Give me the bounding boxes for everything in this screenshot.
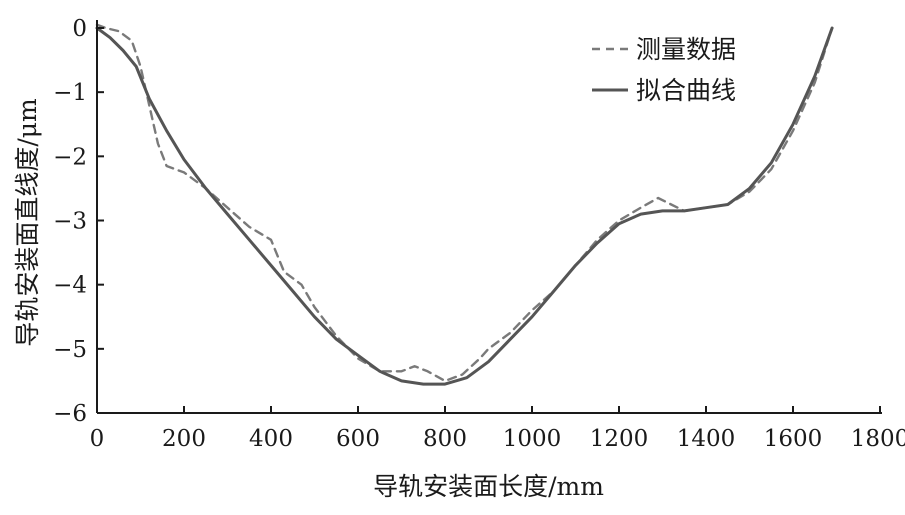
y-tick-label: −2 (53, 144, 87, 170)
x-tick-label: 800 (423, 426, 467, 452)
plot-area (95, 23, 834, 386)
x-tick-label: 1000 (503, 426, 562, 452)
x-tick-label: 1600 (764, 426, 823, 452)
legend-label-measured: 测量数据 (636, 35, 736, 64)
series-fitted-line (95, 26, 834, 386)
x-tick-label: 1800 (851, 426, 905, 452)
y-tick-label: 0 (72, 16, 87, 42)
x-tick-label: 600 (336, 426, 380, 452)
x-tick-label: 200 (162, 426, 206, 452)
y-tick-label: −1 (53, 80, 87, 106)
x-axis-title: 导轨安装面长度/mm (373, 472, 604, 501)
axes (96, 20, 882, 414)
y-axis-ticks: 0 −1 −2 −3 −4 −5 −6 (53, 16, 104, 427)
x-tick-label: 1200 (590, 426, 649, 452)
legend: 测量数据 拟合曲线 (592, 35, 736, 105)
x-axis-ticks: 0 200 400 600 800 1000 1200 1400 1600 1800 (90, 406, 905, 452)
x-tick-label: 0 (90, 426, 105, 452)
legend-label-fitted: 拟合曲线 (636, 76, 736, 105)
y-axis-title: 导轨安装面直线度/μm (13, 98, 42, 347)
y-tick-label: −3 (53, 209, 87, 235)
y-tick-label: −6 (53, 401, 87, 427)
y-tick-label: −5 (53, 337, 87, 363)
x-tick-label: 1400 (677, 426, 736, 452)
x-tick-label: 400 (249, 426, 293, 452)
y-tick-label: −4 (53, 273, 87, 299)
